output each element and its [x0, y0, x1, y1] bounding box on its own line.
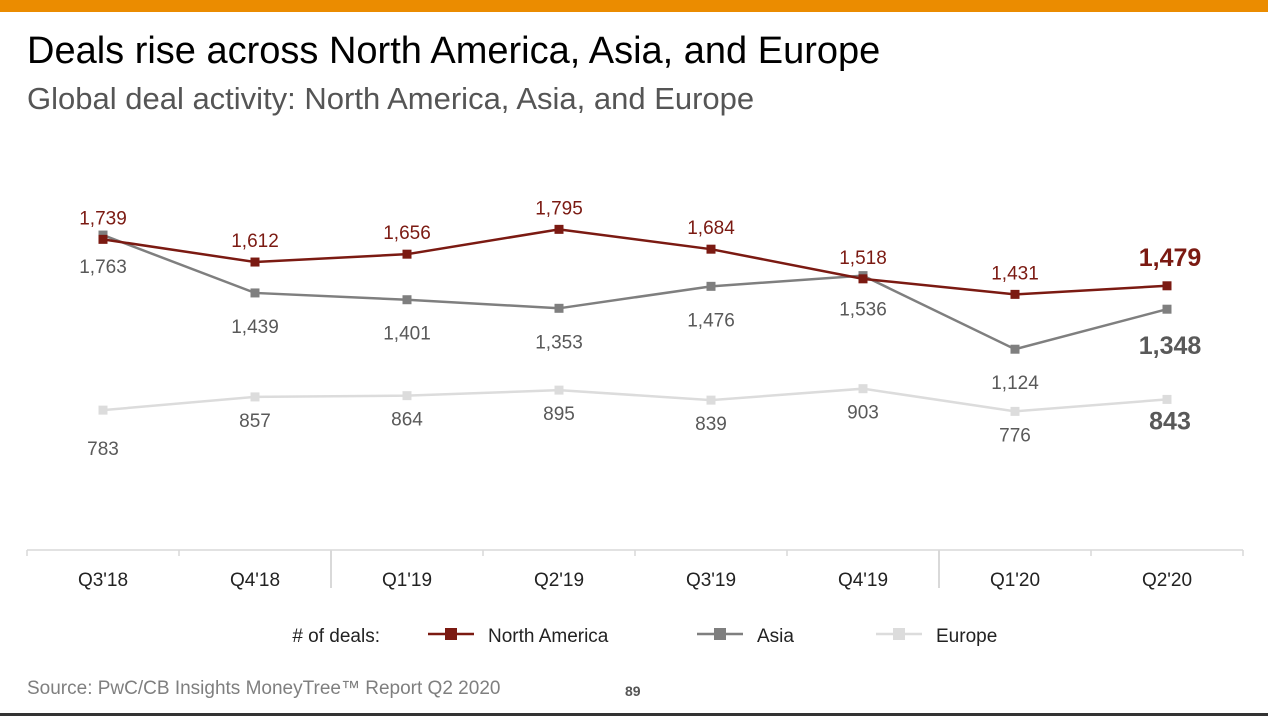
- series-line-north-america: [102, 228, 1168, 296]
- data-label: 903: [847, 403, 879, 424]
- data-point: [98, 405, 108, 415]
- data-label: 843: [1149, 407, 1191, 435]
- data-point: [250, 392, 260, 402]
- legend-label: Asia: [757, 626, 794, 647]
- data-label: 857: [239, 411, 271, 432]
- data-point: [402, 249, 412, 259]
- x-tick-label: Q4'18: [230, 570, 280, 591]
- legend-title: # of deals:: [292, 626, 380, 647]
- data-label: 1,612: [231, 231, 279, 252]
- x-tick-label: Q1'19: [382, 570, 432, 591]
- data-label: 1,684: [687, 218, 735, 239]
- x-tick-label: Q3'18: [78, 570, 128, 591]
- data-label: 1,763: [79, 257, 127, 278]
- data-label: 783: [87, 439, 119, 460]
- legend-marker: [893, 628, 905, 640]
- data-point: [402, 295, 412, 305]
- legend-marker: [714, 628, 726, 640]
- data-point: [554, 385, 564, 395]
- data-point: [98, 234, 108, 244]
- page-subtitle: Global deal activity: North America, Asi…: [27, 81, 755, 116]
- data-label: 1,536: [839, 300, 887, 321]
- data-label: 895: [543, 404, 575, 425]
- data-label: 1,431: [991, 263, 1039, 284]
- data-point: [706, 244, 716, 254]
- data-label: 1,348: [1139, 332, 1202, 360]
- data-point: [554, 303, 564, 313]
- series-line-asia: [102, 233, 1168, 351]
- data-point: [402, 391, 412, 401]
- data-point: [706, 281, 716, 291]
- data-label: 1,353: [535, 332, 583, 353]
- data-point: [1010, 289, 1020, 299]
- data-point: [706, 395, 716, 405]
- data-point: [1162, 394, 1172, 404]
- data-label: 1,476: [687, 310, 735, 331]
- data-label: 1,739: [79, 208, 127, 229]
- data-point: [1010, 406, 1020, 416]
- data-label: 1,795: [535, 198, 583, 219]
- data-label: 1,656: [383, 223, 431, 244]
- x-tick-label: Q2'19: [534, 570, 584, 591]
- x-tick-label: Q4'19: [838, 570, 888, 591]
- x-tick-label: Q1'20: [990, 570, 1040, 591]
- data-label: 1,439: [231, 317, 279, 338]
- legend-label: Europe: [936, 626, 997, 647]
- data-point: [858, 274, 868, 284]
- data-label: 1,518: [839, 248, 887, 269]
- data-label: 1,124: [991, 373, 1039, 394]
- data-point: [250, 288, 260, 298]
- x-tick-label: Q3'19: [686, 570, 736, 591]
- data-point: [858, 384, 868, 394]
- source-note: Source: PwC/CB Insights MoneyTree™ Repor…: [27, 678, 501, 699]
- x-tick-label: Q2'20: [1142, 570, 1192, 591]
- data-point: [1162, 304, 1172, 314]
- accent-bar: [0, 0, 1268, 12]
- page-number: 89: [625, 683, 641, 699]
- data-label: 1,401: [383, 324, 431, 345]
- data-label: 1,479: [1139, 244, 1202, 272]
- series-line-europe: [102, 387, 1168, 413]
- data-label: 776: [999, 425, 1031, 446]
- bottom-border: [0, 713, 1268, 716]
- data-label: 864: [391, 410, 423, 431]
- legend-label: North America: [488, 626, 609, 647]
- data-point: [250, 257, 260, 267]
- data-point: [1010, 344, 1020, 354]
- page-title: Deals rise across North America, Asia, a…: [27, 30, 881, 72]
- legend-marker: [445, 628, 457, 640]
- data-point: [554, 224, 564, 234]
- data-point: [1162, 281, 1172, 291]
- data-label: 839: [695, 414, 727, 435]
